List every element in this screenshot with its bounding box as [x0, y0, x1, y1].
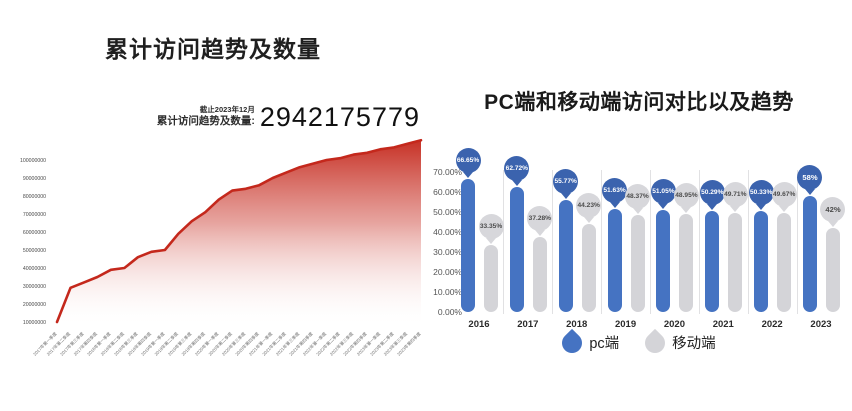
- y-axis-tick-label: 60000000: [23, 230, 46, 236]
- mobile-value-bubble: 48.95%: [673, 183, 699, 209]
- pc-value-bubble: 66.65%: [455, 147, 481, 173]
- mobile-drop-icon: [641, 328, 670, 357]
- x-axis-year-label: 2022: [761, 319, 783, 330]
- mobile-value-bubble: 33.35%: [478, 214, 504, 240]
- mobile-bar: [679, 214, 694, 312]
- mobile-value-bubble: 42%: [820, 197, 846, 222]
- annotation-date-caption: 截止2023年12月: [199, 104, 255, 114]
- legend-item-pc: pc端: [558, 328, 620, 357]
- pc-value-bubble: 58%: [797, 165, 823, 190]
- annotation-caption: 累计访问趋势及数量:: [156, 114, 255, 127]
- mobile-bar: [777, 212, 792, 312]
- mobile-bar: [728, 212, 743, 312]
- pc-value-bubble: 51.63%: [602, 177, 628, 203]
- pc-bar: [461, 178, 475, 312]
- pc-bar: [802, 196, 817, 312]
- mobile-value-bubble: 49.67%: [771, 181, 797, 207]
- y-axis-tick-label: 40.00%: [433, 227, 462, 237]
- y-axis-tick-label: 70.00%: [433, 167, 462, 177]
- y-axis-tick-label: 20000000: [23, 302, 46, 308]
- pc-bar: [754, 211, 769, 312]
- pc-bar: [607, 208, 622, 312]
- pc-bar: [558, 200, 573, 312]
- mobile-bar: [484, 245, 498, 312]
- y-axis-tick-label: 60.00%: [433, 187, 462, 197]
- pc-value-bubble: 51.05%: [650, 178, 676, 204]
- mobile-value-bubble: 48.37%: [625, 184, 651, 210]
- y-axis-tick-label: 20.00%: [433, 267, 462, 277]
- cumulative-visits-value: 2942175779: [259, 102, 420, 132]
- left-chart-annotation: 截止2023年12月 累计访问趋势及数量: 2942175779: [0, 104, 420, 131]
- y-axis-tick-label: 0.00%: [437, 307, 462, 317]
- x-axis-year-label: 2016: [468, 319, 490, 330]
- mobile-value-bubble: 44.23%: [576, 192, 602, 218]
- group-separator: [650, 170, 651, 314]
- trend-line: [55, 138, 423, 324]
- pc-value-bubble: 62.72%: [504, 155, 530, 181]
- x-axis-year-label: 2021: [712, 319, 734, 330]
- pc-drop-icon: [558, 328, 587, 357]
- area-fill: [57, 140, 421, 325]
- pc-value-bubble: 50.29%: [699, 180, 725, 206]
- y-axis-tick-label: 50000000: [23, 248, 46, 254]
- left-chart-title: 累计访问趋势及数量: [105, 36, 321, 62]
- pc-value-bubble: 50.33%: [748, 180, 774, 206]
- y-axis-tick-label: 30000000: [23, 284, 46, 290]
- group-separator: [601, 170, 603, 314]
- chart-legend: pc端 移动端: [426, 328, 852, 357]
- legend-item-mobile: 移动端: [641, 328, 716, 357]
- pc-bar: [509, 186, 524, 312]
- mobile-value-bubble: 37.28%: [527, 206, 553, 232]
- y-axis-tick-label: 80000000: [23, 194, 46, 200]
- mobile-bar: [825, 228, 840, 312]
- mobile-value-bubble: 49.71%: [722, 181, 748, 207]
- y-axis-tick-label: 40000000: [23, 266, 46, 272]
- pc-bar: [705, 211, 720, 312]
- group-separator: [503, 170, 505, 314]
- group-separator: [698, 170, 700, 314]
- y-axis-tick-label: 90000000: [23, 176, 46, 182]
- mobile-bar: [532, 237, 547, 312]
- x-axis-year-label: 2023: [810, 319, 832, 330]
- pc-value-bubble: 55.77%: [553, 169, 579, 195]
- x-axis-year-label: 2020: [663, 319, 685, 330]
- pc-bar: [656, 209, 671, 312]
- y-axis-tick-label: 30.00%: [433, 247, 462, 257]
- y-axis-tick-label: 10.00%: [433, 287, 462, 297]
- cumulative-area-chart: 100000000 90000000 80000000 70000000 6000000…: [20, 138, 423, 357]
- group-separator: [796, 170, 798, 314]
- x-axis-year-label: 2018: [566, 319, 588, 330]
- y-axis-tick-label: 70000000: [23, 212, 46, 218]
- x-axis-year-label: 2019: [614, 319, 637, 330]
- mobile-bar: [581, 223, 596, 312]
- mobile-bar: [630, 215, 645, 312]
- legend-label: 移动端: [672, 336, 716, 352]
- group-separator: [747, 170, 749, 314]
- x-axis-year-label: 2017: [517, 319, 539, 330]
- legend-label: pc端: [589, 336, 620, 352]
- y-axis-tick-label: 10000000: [23, 320, 46, 326]
- y-axis-tick-label: 50.00%: [433, 207, 462, 217]
- right-chart-title: PC端和移动端访问对比以及趋势: [484, 91, 794, 114]
- y-axis-tick-label: 100000000: [20, 158, 46, 164]
- group-separator: [552, 170, 554, 314]
